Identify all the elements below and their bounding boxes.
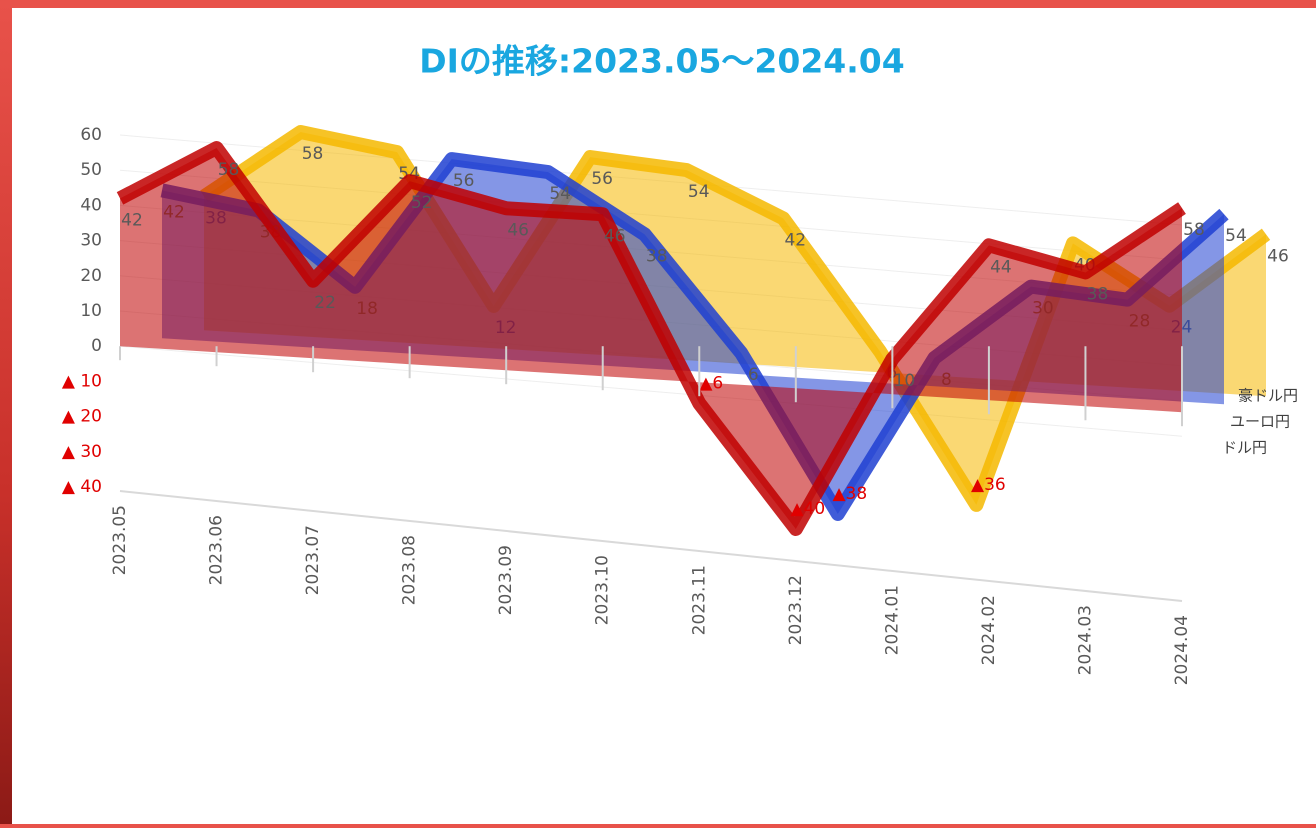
y-tick-label: 30 xyxy=(80,231,102,251)
data-label: 54 xyxy=(688,182,710,202)
data-label: 10 xyxy=(894,371,916,391)
data-label: 56 xyxy=(453,171,475,191)
x-tick-label: 2023.05 xyxy=(110,505,130,575)
data-label: 46 xyxy=(1267,246,1289,266)
chart: DIの推移:2023.05～2024.04 ▲ 40 ▲ 30 ▲ 20 ▲ 10 0 1… xyxy=(62,42,1298,686)
y-tick-label: 60 xyxy=(80,125,102,145)
x-tick-label: 2023.07 xyxy=(303,525,323,595)
data-label: 46 xyxy=(604,226,626,246)
x-tick-label: 2023.12 xyxy=(786,575,806,645)
legend-label: ユーロ円 xyxy=(1230,413,1290,431)
data-label: 38 xyxy=(646,246,668,266)
y-tick-label: 40 xyxy=(80,195,102,215)
legend-label: ドル円 xyxy=(1222,439,1267,457)
ribbon-fill xyxy=(204,132,1266,505)
x-tick-label: 2023.11 xyxy=(689,565,709,635)
y-tick-label: ▲ 30 xyxy=(62,442,102,462)
x-tick-label: 2024.02 xyxy=(979,595,999,665)
x-tick-label: 2024.04 xyxy=(1172,615,1192,685)
y-tick-label: 20 xyxy=(80,266,102,286)
y-tick-label: 10 xyxy=(80,301,102,321)
panel: DIの推移:2023.05～2024.04 ▲ 40 ▲ 30 ▲ 20 ▲ 10 0 1… xyxy=(12,8,1316,824)
data-label: 54 xyxy=(1225,226,1247,246)
x-tick-label: 2023.10 xyxy=(593,555,613,625)
data-label: 58 xyxy=(218,160,240,180)
y-tick-label: 0 xyxy=(91,336,102,356)
y-tick-label: ▲ 20 xyxy=(62,407,102,427)
data-label: 22 xyxy=(314,293,336,313)
data-label: 38 xyxy=(1087,284,1109,304)
x-tick-label: 2023.09 xyxy=(496,545,516,615)
x-tick-label: 2023.06 xyxy=(207,515,227,585)
legend-label: 豪ドル円 xyxy=(1238,387,1298,405)
data-label: 58 xyxy=(302,144,324,164)
data-label: 42 xyxy=(784,230,806,250)
series-line xyxy=(200,125,1271,512)
x-tick-label: 2024.03 xyxy=(1075,605,1095,675)
data-label: 58 xyxy=(1183,220,1205,240)
chart-title: DIの推移:2023.05～2024.04 xyxy=(419,42,904,81)
data-label: 46 xyxy=(507,220,529,240)
data-label: 52 xyxy=(411,193,433,213)
x-tick-label: 2023.08 xyxy=(400,535,420,605)
y-tick-label: 50 xyxy=(80,160,102,180)
y-tick-label: ▲ 40 xyxy=(62,477,102,497)
data-label: ▲36 xyxy=(971,475,1006,495)
x-tick-label: 2024.01 xyxy=(882,585,902,655)
data-label: ▲38 xyxy=(832,484,867,504)
x-axis xyxy=(119,490,1183,602)
data-label: ▲40 xyxy=(790,499,825,519)
y-tick-label: ▲ 10 xyxy=(62,371,102,391)
data-label: 56 xyxy=(591,169,613,189)
series-line xyxy=(116,141,1186,536)
data-label: 44 xyxy=(990,257,1012,277)
data-label: 54 xyxy=(549,184,571,204)
data-label: ▲6 xyxy=(699,373,723,393)
data-label: 42 xyxy=(121,210,143,230)
data-label: 6 xyxy=(748,365,759,385)
ribbon-fill xyxy=(120,148,1182,530)
